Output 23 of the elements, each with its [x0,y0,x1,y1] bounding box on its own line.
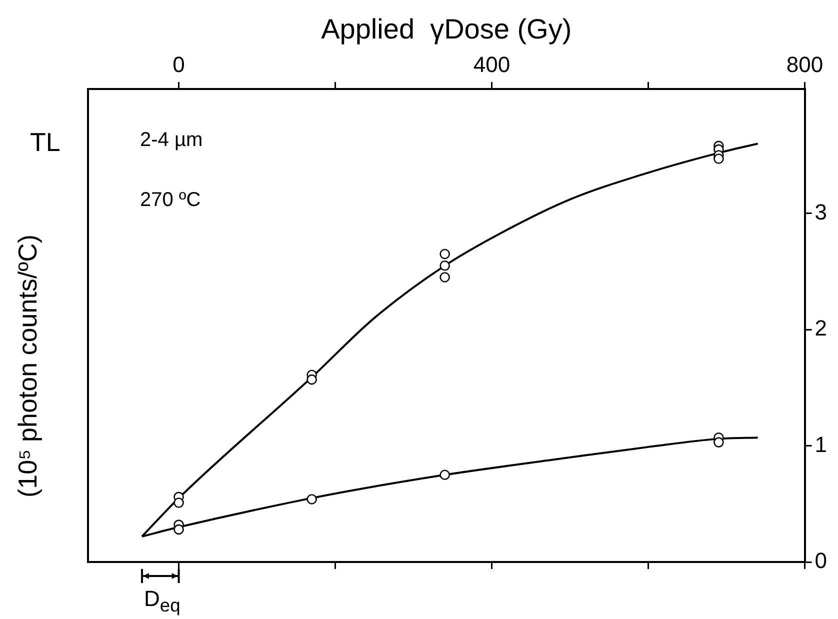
point [440,248,450,260]
text: TL [30,127,60,158]
point [306,374,317,385]
annotation: 2-4 µm [140,129,203,152]
point [440,260,450,271]
point [714,154,724,164]
annotation: 270 ºC [140,189,201,212]
y-tick-label: 2 [814,316,828,341]
point [174,524,184,535]
y-tick-label: 0 [814,548,828,574]
point [714,437,724,448]
y-axis-title: (10⁵ photon counts/ºC) [12,234,44,498]
point [174,498,184,508]
point [440,272,450,282]
x-axis-title: Applied γDose (Gy) [321,14,572,45]
point [306,494,317,504]
point [440,470,450,480]
y-tick-label: 3 [814,199,828,224]
x-tick-label: 400 [473,52,510,77]
x-tick-label: 0 [172,52,185,77]
y-tick-label: 1 [814,432,828,457]
text: D$_{eq}$ [144,586,180,616]
x-tick-label: 800 [786,52,824,77]
